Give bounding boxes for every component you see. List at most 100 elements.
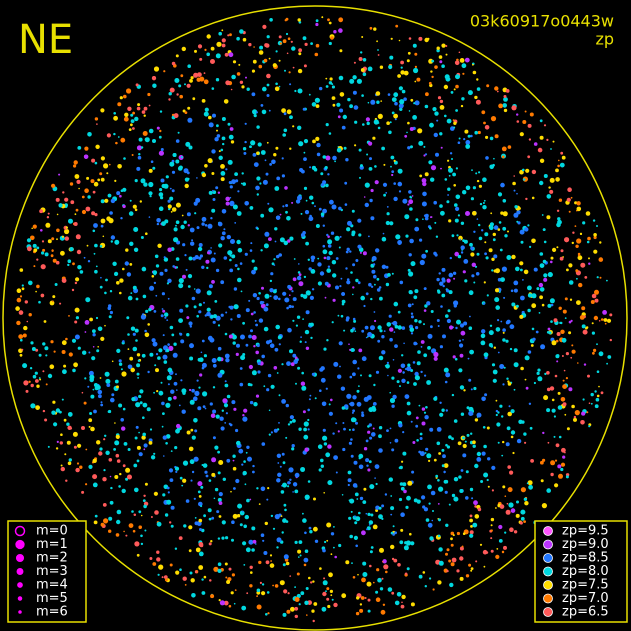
star xyxy=(513,388,516,391)
star xyxy=(100,336,105,341)
star xyxy=(245,547,251,553)
star xyxy=(180,224,185,230)
star xyxy=(282,133,287,137)
star xyxy=(314,52,319,57)
star xyxy=(374,464,380,469)
star xyxy=(372,136,376,140)
star xyxy=(500,277,505,282)
star xyxy=(249,565,253,569)
star xyxy=(333,546,335,549)
star xyxy=(444,479,449,484)
star xyxy=(374,180,379,185)
star xyxy=(162,435,167,440)
star xyxy=(241,172,244,175)
star xyxy=(345,158,349,162)
star xyxy=(600,391,604,395)
star xyxy=(148,441,153,445)
star xyxy=(341,125,346,130)
star xyxy=(327,239,333,245)
star xyxy=(469,514,473,518)
star xyxy=(61,278,67,283)
star xyxy=(143,182,148,187)
star xyxy=(18,334,24,339)
star xyxy=(115,533,120,537)
star xyxy=(376,277,380,281)
star xyxy=(420,346,423,348)
star xyxy=(143,494,146,497)
star xyxy=(435,474,439,478)
star xyxy=(207,158,213,164)
star xyxy=(505,320,510,325)
star xyxy=(81,490,85,494)
star xyxy=(540,344,546,350)
star xyxy=(351,232,355,237)
star xyxy=(261,109,267,115)
star xyxy=(31,227,33,230)
star xyxy=(373,311,376,313)
star xyxy=(539,135,544,140)
star xyxy=(127,333,130,336)
star xyxy=(279,237,285,243)
star xyxy=(441,293,446,298)
star xyxy=(474,514,480,519)
star xyxy=(418,320,422,324)
star xyxy=(361,94,364,97)
star xyxy=(198,310,202,314)
star xyxy=(424,37,429,43)
star xyxy=(571,344,574,347)
star xyxy=(252,539,257,544)
star xyxy=(357,218,362,223)
star xyxy=(590,402,593,405)
star xyxy=(513,362,519,368)
star xyxy=(465,574,470,578)
star xyxy=(31,347,36,351)
star xyxy=(502,440,505,444)
star xyxy=(524,501,529,506)
star xyxy=(344,203,348,206)
star xyxy=(373,119,379,125)
star xyxy=(320,183,325,187)
star xyxy=(539,295,543,300)
star xyxy=(459,353,464,358)
star xyxy=(543,273,548,278)
star xyxy=(110,240,114,243)
star xyxy=(326,268,332,273)
star xyxy=(255,543,257,545)
zp-label: zp=7.5 xyxy=(562,578,609,593)
star xyxy=(341,292,345,296)
star xyxy=(194,517,197,519)
star xyxy=(171,207,177,212)
star xyxy=(598,257,604,262)
star xyxy=(509,347,513,351)
star xyxy=(352,359,358,365)
star xyxy=(300,336,302,338)
star xyxy=(568,387,573,392)
star xyxy=(89,374,95,380)
star xyxy=(237,267,240,271)
star xyxy=(227,250,233,256)
star xyxy=(302,231,306,235)
star xyxy=(140,146,144,149)
star xyxy=(277,335,282,340)
star xyxy=(465,470,469,474)
star xyxy=(338,341,343,346)
star xyxy=(317,262,322,267)
star xyxy=(464,57,470,63)
star xyxy=(164,312,169,317)
star xyxy=(478,223,481,227)
star xyxy=(550,472,554,477)
star xyxy=(185,499,190,503)
star xyxy=(547,303,552,308)
star xyxy=(171,333,175,337)
star xyxy=(516,120,520,123)
star xyxy=(156,218,161,223)
star xyxy=(392,359,395,361)
star xyxy=(277,462,280,464)
star xyxy=(193,456,199,462)
star xyxy=(219,600,225,606)
star xyxy=(375,370,380,374)
star xyxy=(523,520,526,523)
star xyxy=(129,199,132,202)
star xyxy=(594,390,597,393)
star xyxy=(373,263,376,266)
